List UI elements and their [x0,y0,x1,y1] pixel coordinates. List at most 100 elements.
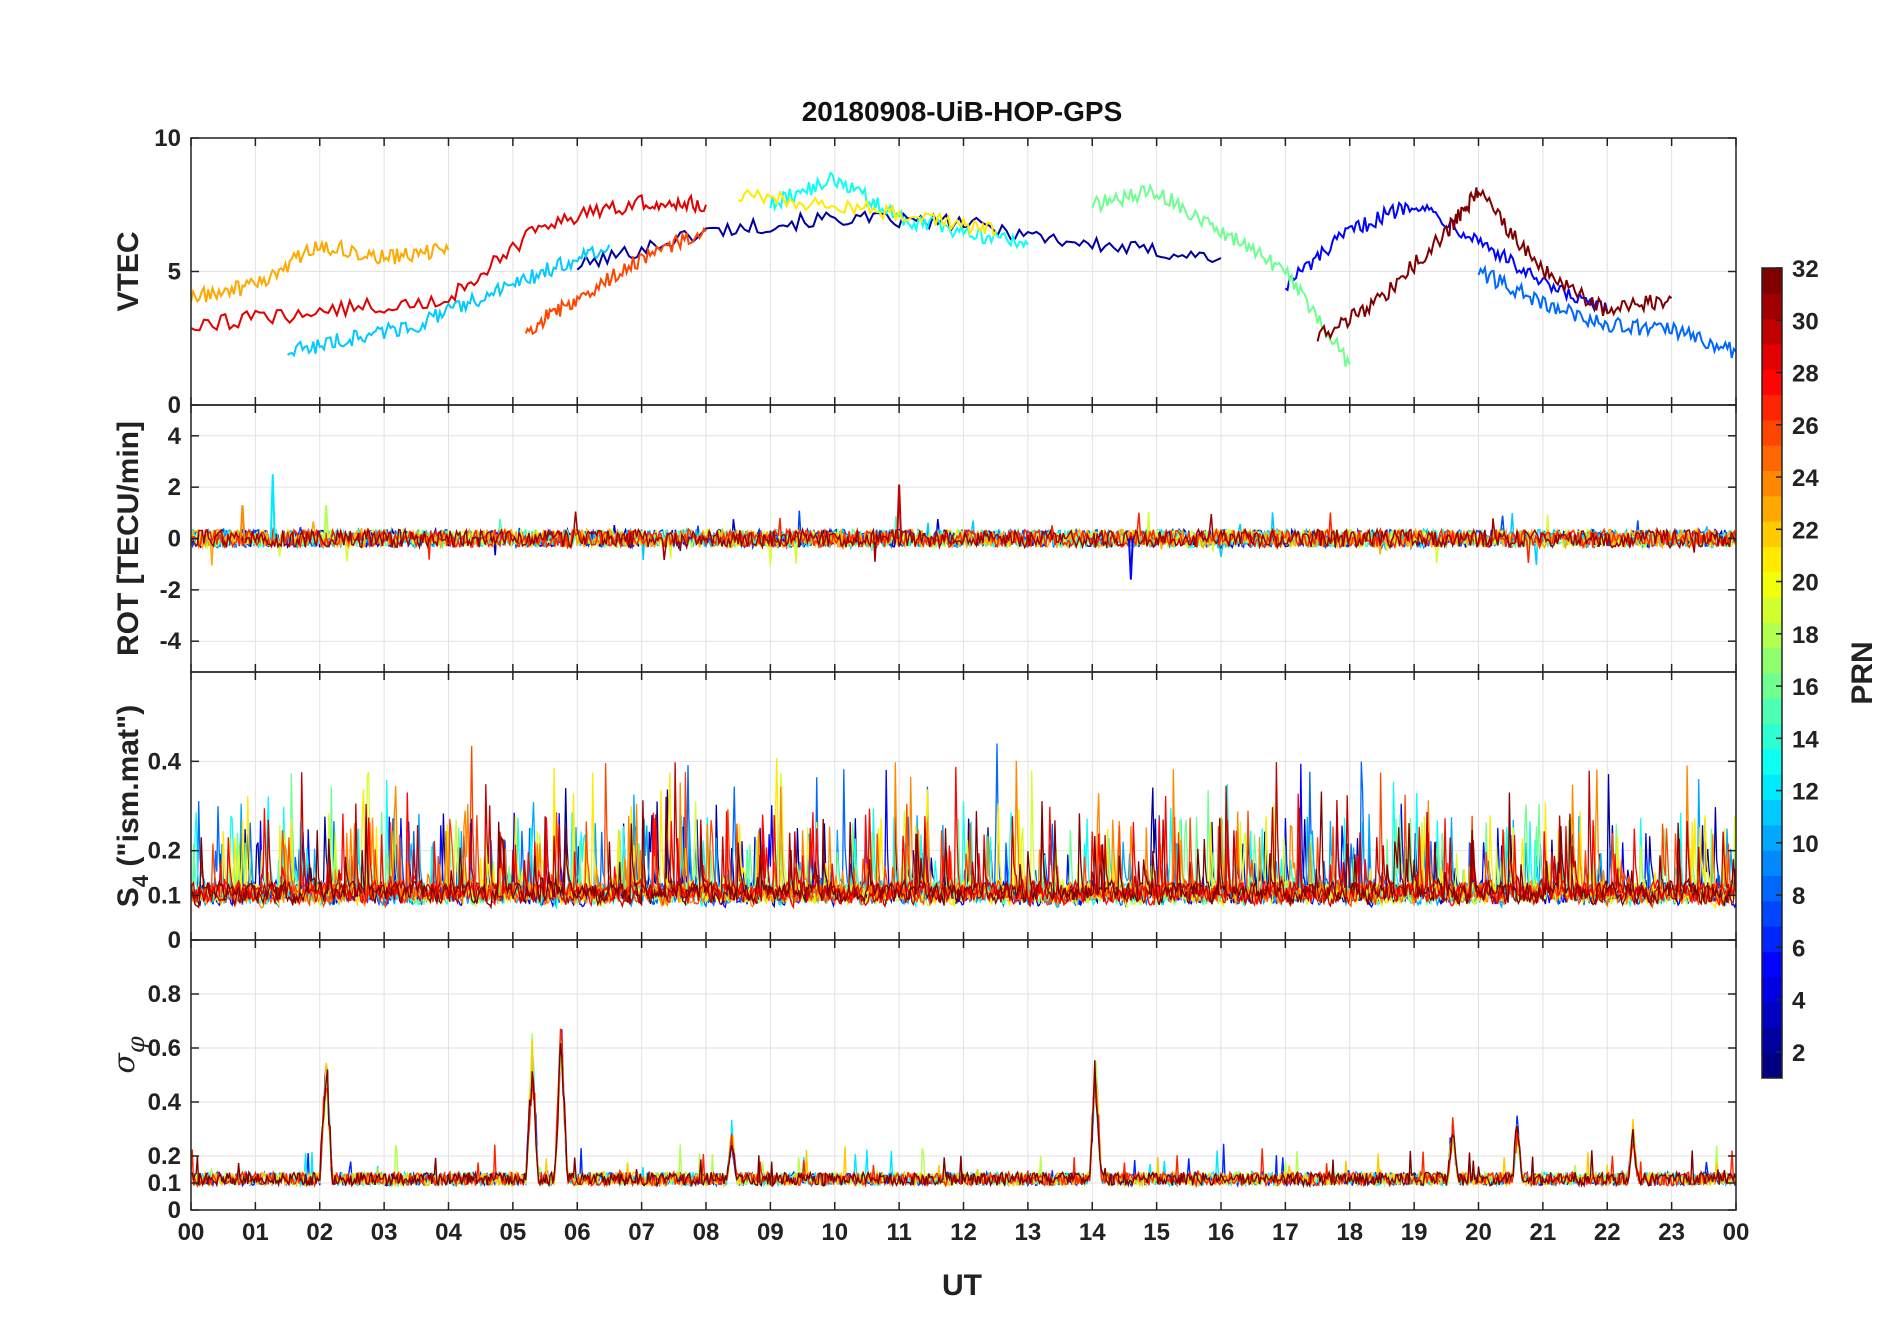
x-tick-label: 00 [178,1219,205,1246]
s4-line-prn-32 [191,791,1736,910]
sigma_phi-ytick-label: 0.1 [148,1170,181,1197]
vtec-line-prn-13 [769,171,1029,250]
colorbar-segment [1762,774,1782,801]
colorbar-segment [1762,875,1782,902]
sigma-ylabel-main: σ [107,1052,142,1074]
s4-ylabel-rest: ("ism.mat") [112,705,145,875]
sigma_phi-ytick-label: 0 [168,1197,181,1224]
colorbar-tick-label: 20 [1792,570,1819,597]
vtec-line-prn-11 [287,244,611,358]
x-tick-label: 14 [1079,1219,1106,1246]
vtec-line-prn-29 [191,193,707,332]
colorbar-segment [1762,824,1782,851]
colorbar-segment [1762,850,1782,876]
colorbar-segment [1762,647,1782,674]
rot-spike [323,505,330,539]
x-tick-label: 20 [1465,1219,1492,1246]
rot-spike [1127,538,1134,580]
colorbar-frame [1761,267,1783,1079]
colorbar-segment [1762,445,1782,471]
x-tick-label: 06 [564,1219,591,1246]
colorbar-segment [1762,622,1782,649]
colorbar-segment [1762,1002,1782,1028]
x-tick-label: 16 [1208,1219,1235,1246]
colorbar-segment [1762,343,1782,370]
colorbar-tick-label: 10 [1792,831,1819,858]
s4-ylabel-main: S [112,887,145,907]
panel-vtec: 0 5 10 VTEC [112,125,1737,419]
colorbar-segment [1762,673,1782,699]
colorbar-segment [1762,976,1782,1003]
rot-ytick-label: 0 [168,526,181,553]
x-axis-label: UT [942,1269,982,1302]
colorbar-segment [1762,470,1782,497]
colorbar-tick-label: 14 [1792,726,1819,753]
x-tick-label: 18 [1336,1219,1363,1246]
s4-ylabel: S4 ("ism.mat") [112,705,153,907]
x-tick-label: 23 [1658,1219,1685,1246]
x-tick-label: 17 [1272,1219,1299,1246]
vtec-line-prn-32 [1316,187,1673,342]
colorbar-tick-label: 18 [1792,622,1819,649]
x-tick-label: 12 [950,1219,977,1246]
x-tick-label: 00 [1723,1219,1750,1246]
x-tick-label: 03 [371,1219,398,1246]
colorbar-segment [1762,900,1782,927]
colorbar-segment [1762,723,1782,750]
rot-series [191,474,1736,580]
colorbar-segment [1762,369,1782,396]
colorbar-segment [1762,318,1782,345]
sigma_phi-ytick-label: 0.8 [148,981,181,1008]
x-tick-label: 10 [821,1219,848,1246]
colorbar-tick-label: 6 [1792,935,1805,962]
x-tick-label: 08 [693,1219,720,1246]
x-tick-label: 19 [1401,1219,1428,1246]
rot-spike [269,474,276,539]
colorbar-tick-label: 4 [1792,988,1806,1015]
x-tick-label: 02 [306,1219,333,1246]
s4-ytick-label: 0.2 [148,838,181,865]
colorbar-segment [1762,268,1782,294]
x-tick-label: 15 [1143,1219,1170,1246]
vtec-ylabel: VTEC [112,231,145,311]
rot-ylabel: ROT [TECU/min] [112,421,145,656]
colorbar-segment [1762,419,1782,446]
x-tick-label: 09 [757,1219,784,1246]
colorbar-tick-label: 24 [1792,465,1819,492]
s4-ytick-label: 0.4 [148,748,182,775]
colorbar-segment [1762,597,1782,623]
colorbar-segment [1762,394,1782,421]
vtec-ytick-label: 10 [154,125,181,152]
vtec-line-prn-23 [191,238,450,304]
panel-sigma_phi: 00.10.2 0.4 0.6 0.8 σφ [107,939,1737,1224]
rot-ytick-label: -4 [160,628,182,655]
colorbar-tick-label: 28 [1792,361,1819,388]
x-tick-label: 07 [628,1219,655,1246]
colorbar-segment [1762,571,1782,598]
colorbar-label: PRN [1846,641,1879,704]
x-tick-label: 01 [242,1219,269,1246]
rot-ytick-label: 4 [168,423,182,450]
sigma-line-prn-32 [191,1043,1736,1189]
colorbar-segment [1762,1052,1782,1079]
vtec-line-prn-2 [576,210,1222,271]
x-tick-label: 04 [435,1219,462,1246]
colorbar-tick-label: 12 [1792,779,1819,806]
s4-ytick-label: 0.1 [148,882,181,909]
colorbar-tick-label: 30 [1792,308,1819,335]
x-tick-label: 05 [500,1219,527,1246]
sigma-ylabel-sub: φ [122,1036,150,1053]
sigma_phi-ytick-label: 0.2 [148,1143,181,1170]
sigma_phi-series [191,1028,1736,1189]
x-tick-label: 22 [1594,1219,1621,1246]
s4-ylabel-sub: 4 [128,874,153,887]
s4-series [191,743,1736,910]
colorbar-tick-label: 2 [1792,1040,1805,1067]
x-tick-label: 11 [886,1219,911,1246]
colorbar-segment [1762,799,1782,826]
colorbar-segment [1762,951,1782,978]
colorbar-segment [1762,546,1782,573]
